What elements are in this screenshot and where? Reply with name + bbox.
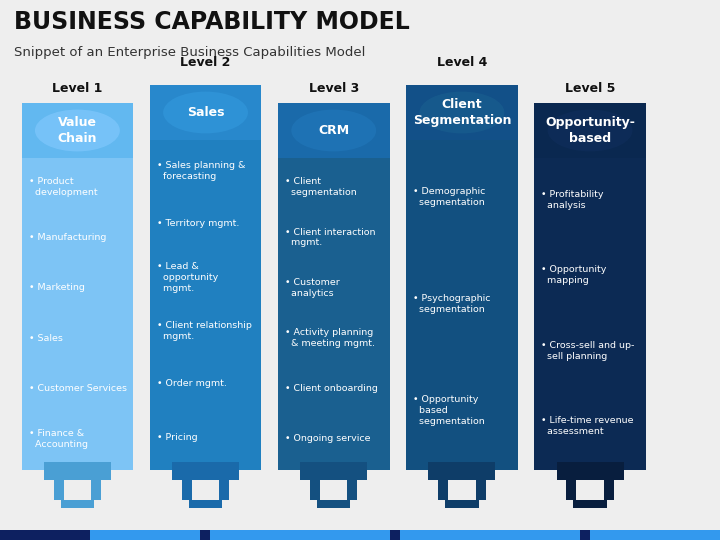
Text: Client
Segmentation: Client Segmentation bbox=[413, 98, 511, 127]
Bar bbox=[200, 530, 210, 540]
Text: • Demographic
  segmentation: • Demographic segmentation bbox=[413, 187, 485, 207]
Bar bbox=[590, 530, 720, 540]
Bar bbox=[438, 480, 448, 500]
Text: • Sales planning &
  forecasting: • Sales planning & forecasting bbox=[157, 161, 245, 180]
Bar bbox=[278, 103, 390, 158]
Bar bbox=[310, 480, 320, 500]
Bar bbox=[445, 500, 479, 508]
Bar bbox=[90, 530, 200, 540]
Bar bbox=[44, 462, 111, 480]
Ellipse shape bbox=[163, 92, 248, 133]
Bar bbox=[604, 480, 613, 500]
Text: BUSINESS CAPABILITY MODEL: BUSINESS CAPABILITY MODEL bbox=[14, 10, 410, 34]
Text: • Psychographic
  segmentation: • Psychographic segmentation bbox=[413, 294, 490, 314]
Text: Level 2: Level 2 bbox=[181, 57, 230, 70]
Text: • Ongoing service: • Ongoing service bbox=[285, 434, 370, 443]
Bar bbox=[534, 103, 646, 158]
Bar bbox=[172, 462, 239, 480]
Text: Snippet of an Enterprise Business Capabilities Model: Snippet of an Enterprise Business Capabi… bbox=[14, 46, 365, 59]
Text: • Finance &
  Accounting: • Finance & Accounting bbox=[29, 429, 88, 449]
Bar bbox=[182, 480, 192, 500]
Bar bbox=[428, 462, 495, 480]
Bar bbox=[557, 462, 624, 480]
Bar bbox=[406, 85, 518, 140]
Bar bbox=[476, 480, 485, 500]
Text: Level 1: Level 1 bbox=[53, 83, 102, 96]
Text: • Sales: • Sales bbox=[29, 334, 63, 343]
Text: • Cross-sell and up-
  sell planning: • Cross-sell and up- sell planning bbox=[541, 341, 634, 361]
Text: • Manufacturing: • Manufacturing bbox=[29, 233, 106, 242]
Bar bbox=[400, 530, 580, 540]
Bar bbox=[54, 480, 63, 500]
Bar bbox=[406, 85, 518, 470]
Text: • Life-time revenue
  assessment: • Life-time revenue assessment bbox=[541, 416, 634, 436]
Bar bbox=[22, 103, 133, 158]
Bar bbox=[220, 480, 229, 500]
Text: Level 5: Level 5 bbox=[565, 83, 615, 96]
Bar bbox=[580, 530, 590, 540]
Text: Opportunity-
based: Opportunity- based bbox=[545, 116, 635, 145]
Text: • Pricing: • Pricing bbox=[157, 433, 197, 442]
Bar bbox=[150, 85, 261, 140]
Text: • Profitability
  analysis: • Profitability analysis bbox=[541, 190, 604, 210]
Bar bbox=[567, 480, 576, 500]
Text: Value
Chain: Value Chain bbox=[58, 116, 97, 145]
Text: CRM: CRM bbox=[318, 124, 349, 137]
Text: Sales: Sales bbox=[186, 106, 225, 119]
Bar bbox=[60, 500, 94, 508]
Bar bbox=[210, 530, 390, 540]
Text: • Client interaction
  mgmt.: • Client interaction mgmt. bbox=[285, 228, 375, 247]
Bar bbox=[150, 85, 261, 470]
Text: • Client onboarding: • Client onboarding bbox=[285, 384, 378, 393]
Text: • Customer Services: • Customer Services bbox=[29, 384, 127, 393]
Bar bbox=[22, 103, 133, 470]
Ellipse shape bbox=[548, 110, 632, 151]
Bar bbox=[317, 500, 351, 508]
Bar bbox=[573, 500, 607, 508]
Bar bbox=[91, 480, 101, 500]
Text: Level 4: Level 4 bbox=[437, 57, 487, 70]
Text: • Territory mgmt.: • Territory mgmt. bbox=[157, 219, 239, 228]
Text: Level 3: Level 3 bbox=[309, 83, 359, 96]
Text: • Product
  development: • Product development bbox=[29, 177, 97, 197]
Bar bbox=[0, 530, 90, 540]
Bar bbox=[278, 103, 390, 470]
Text: • Client
  segmentation: • Client segmentation bbox=[285, 177, 356, 197]
Text: • Marketing: • Marketing bbox=[29, 284, 84, 292]
Bar bbox=[189, 500, 222, 508]
Text: • Client relationship
  mgmt.: • Client relationship mgmt. bbox=[157, 321, 251, 341]
Text: • Customer
  analytics: • Customer analytics bbox=[285, 278, 340, 298]
Ellipse shape bbox=[420, 92, 504, 133]
Ellipse shape bbox=[292, 110, 376, 151]
Text: • Opportunity
  mapping: • Opportunity mapping bbox=[541, 265, 607, 285]
Text: • Order mgmt.: • Order mgmt. bbox=[157, 380, 227, 388]
Ellipse shape bbox=[35, 110, 120, 151]
Text: • Activity planning
  & meeting mgmt.: • Activity planning & meeting mgmt. bbox=[285, 328, 375, 348]
Text: • Opportunity
  based
  segmentation: • Opportunity based segmentation bbox=[413, 395, 485, 426]
Bar bbox=[300, 462, 367, 480]
Text: • Lead &
  opportunity
  mgmt.: • Lead & opportunity mgmt. bbox=[157, 262, 218, 293]
Bar bbox=[390, 530, 400, 540]
Bar bbox=[348, 480, 357, 500]
Bar bbox=[534, 103, 646, 470]
